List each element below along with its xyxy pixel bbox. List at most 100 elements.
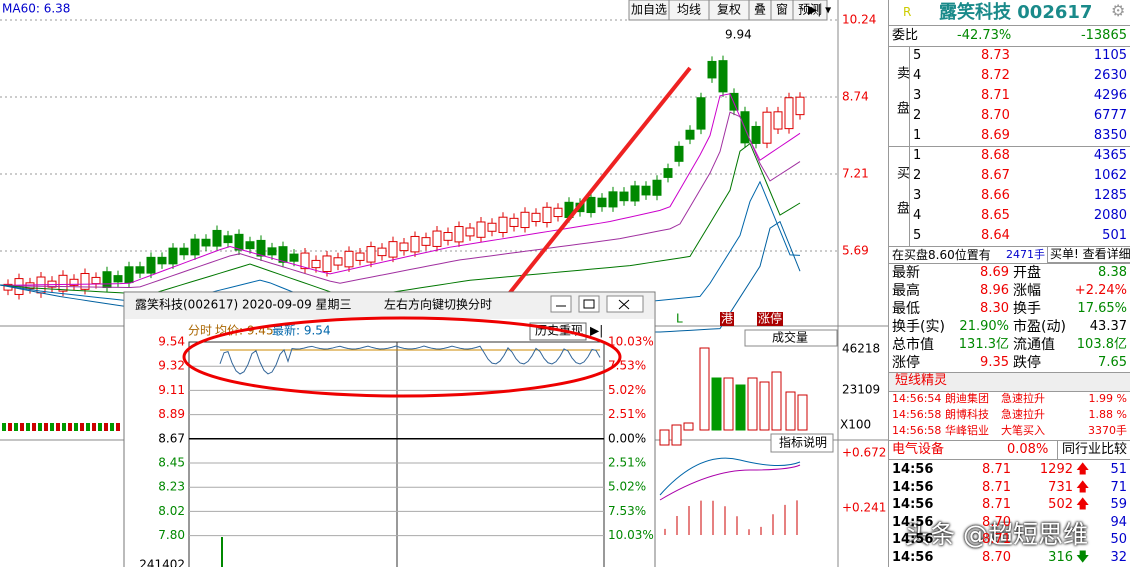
- candle-body: [333, 257, 343, 266]
- pct-tick-label: 10.03%: [608, 528, 654, 542]
- candle-body: [58, 274, 68, 292]
- pct-tick-label: 2.51%: [608, 407, 646, 421]
- volume-bar: [86, 423, 90, 431]
- candle-body: [454, 226, 464, 243]
- candle-body: [267, 247, 277, 256]
- stat-value: 43.37: [1089, 319, 1127, 334]
- candle-body: [421, 237, 431, 246]
- candle-body: [157, 256, 167, 265]
- level-index: 1: [913, 128, 922, 143]
- help-label: 指标说明: [779, 435, 827, 450]
- level-index: 4: [913, 208, 922, 223]
- trade-price: 8.71: [982, 497, 1011, 513]
- candle-body: [322, 255, 332, 273]
- candle-body: [102, 271, 112, 289]
- price-tick-label: 8.23: [158, 480, 185, 494]
- volume-bar: [711, 377, 722, 431]
- stat-value: 17.65%: [1077, 301, 1127, 316]
- stat-value: 21.90%: [959, 319, 1009, 334]
- stat-label: 换手: [1013, 301, 1041, 317]
- mode-label: 分时: [188, 324, 212, 338]
- trade-price: 8.71: [982, 479, 1011, 495]
- volume-bar: [8, 423, 12, 431]
- stat-label: 最低: [892, 301, 920, 317]
- candle-body: [751, 125, 761, 144]
- volume-bar: [50, 423, 54, 431]
- trade-price: 8.70: [982, 514, 1011, 530]
- toolbar: 加自选 均线 复权叠窗预测▶| ▾: [628, 0, 831, 21]
- volume-bar: [2, 423, 6, 431]
- trade-time: 14:56: [892, 479, 934, 495]
- level-volume: 8350: [1093, 128, 1127, 143]
- settings[interactable]: ⚙: [1111, 1, 1126, 20]
- volume-bar: [699, 347, 710, 431]
- tag-box: [720, 312, 734, 326]
- stat-value: 8.38: [1098, 265, 1127, 280]
- toolbar-label: 预测: [798, 3, 822, 17]
- indicator-selector: 成交量: [772, 330, 808, 345]
- volume-bar: [68, 423, 72, 431]
- candle-body: [245, 241, 255, 250]
- alert-volume: 2471手: [1006, 248, 1045, 261]
- stat-value: 103.8亿: [1076, 337, 1127, 352]
- last-label: 最新: 9.54: [272, 323, 331, 338]
- candle-body: [542, 206, 552, 224]
- candle-body: [707, 60, 717, 79]
- trade-count: 59: [1110, 497, 1127, 513]
- divider: [909, 46, 910, 146]
- stat-value: +2.24%: [1074, 283, 1127, 298]
- stat-value: 131.3亿: [958, 337, 1009, 352]
- pct-tick-label: 5.02%: [608, 383, 646, 397]
- stat-value: 8.96: [980, 283, 1009, 298]
- candle-body: [531, 212, 541, 223]
- candle-body: [630, 185, 640, 202]
- help-box[interactable]: [770, 433, 834, 453]
- price-tick-label: 9.11: [158, 383, 185, 397]
- stat-label: 开盘: [1013, 265, 1041, 281]
- trade-arrow: 🡅: [1076, 479, 1090, 495]
- trade-time: 14:56: [892, 497, 934, 513]
- watermark: 头条 @超短思维: [905, 520, 1088, 549]
- alert-item: 朗迪集团: [945, 392, 989, 405]
- ratio-value: -42.73%: [957, 28, 1012, 43]
- trade-volume: 1292: [1039, 462, 1073, 477]
- level-volume: 6777: [1093, 108, 1127, 123]
- alert-item: 14:56:58: [892, 408, 942, 421]
- candle-body: [652, 179, 662, 196]
- side-label: 卖盘: [894, 66, 909, 136]
- level-index: 5: [913, 48, 922, 63]
- quote-panel: R 露笑科技 002617 ⚙ 委比 -42.73% -13865 卖盘 5 8.73 1105 4…: [888, 0, 1130, 567]
- toolbar-button[interactable]: [792, 0, 828, 21]
- candle-body: [608, 191, 618, 208]
- moving-average: [0, 93, 801, 286]
- candle-body: [498, 216, 508, 233]
- candle-body: [278, 246, 288, 263]
- candle-body: [773, 111, 783, 130]
- price-tick-label: 8.02: [158, 504, 185, 518]
- alert-item: 朗博科技: [945, 408, 989, 421]
- level-volume: 1062: [1093, 168, 1127, 183]
- level-volume: 2080: [1093, 208, 1127, 223]
- alert-item: 大笔买入: [1001, 424, 1045, 437]
- trade-arrow: 🡅: [1076, 497, 1090, 513]
- candle-body: [476, 221, 486, 238]
- selector-box[interactable]: [744, 329, 838, 347]
- divider: [909, 146, 910, 246]
- separator: [889, 440, 1130, 441]
- volume-bar: [32, 423, 36, 431]
- level-price: 8.71: [981, 88, 1010, 103]
- candle-body: [553, 207, 563, 218]
- separator: [889, 25, 1130, 26]
- volume-bar: [659, 429, 670, 446]
- volume-bar: [116, 423, 120, 431]
- industry-compare[interactable]: 同行业比较: [1057, 441, 1127, 459]
- alert-link[interactable]: 买单! 查看详细: [1047, 246, 1130, 263]
- candle-body: [729, 92, 739, 111]
- toolbar-label: 叠: [754, 3, 766, 17]
- candle-body: [399, 242, 409, 252]
- candle-body: [344, 250, 354, 268]
- candle-body: [311, 259, 321, 269]
- volume-bar: [62, 423, 66, 431]
- candle-body: [366, 246, 376, 263]
- tag-label: L: [676, 312, 683, 326]
